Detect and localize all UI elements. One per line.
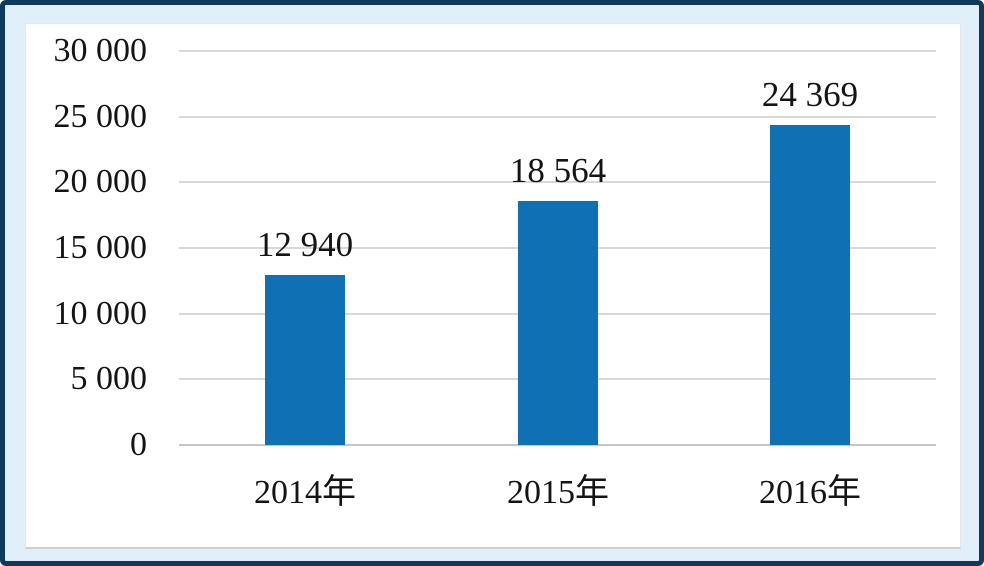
y-tick-label: 30 000 [53, 32, 148, 69]
plot-panel: 30 000 25 000 20 000 15 000 10 000 5 000 0 12 … [25, 23, 961, 549]
gridline [179, 181, 936, 183]
bar-value-label: 24 369 [761, 75, 859, 114]
gridline [179, 116, 936, 118]
y-tick-label: 5 000 [70, 360, 148, 397]
x-tick-label: 2016年 [759, 474, 861, 511]
y-tick-label: 10 000 [53, 295, 148, 332]
bar-value-label: 12 940 [256, 225, 354, 264]
bar-value-label: 18 564 [509, 151, 607, 190]
bar-2015 [518, 201, 598, 445]
y-tick-label: 25 000 [53, 98, 148, 135]
y-tick-label: 0 [130, 426, 147, 463]
x-tick-label: 2014年 [254, 474, 356, 511]
x-axis-line [179, 444, 936, 446]
y-tick-label: 20 000 [53, 163, 148, 200]
bar-2016 [770, 125, 850, 445]
y-tick-label: 15 000 [53, 229, 148, 266]
gridline [179, 50, 936, 52]
x-tick-label: 2015年 [507, 474, 609, 511]
bar-2014 [265, 275, 345, 445]
